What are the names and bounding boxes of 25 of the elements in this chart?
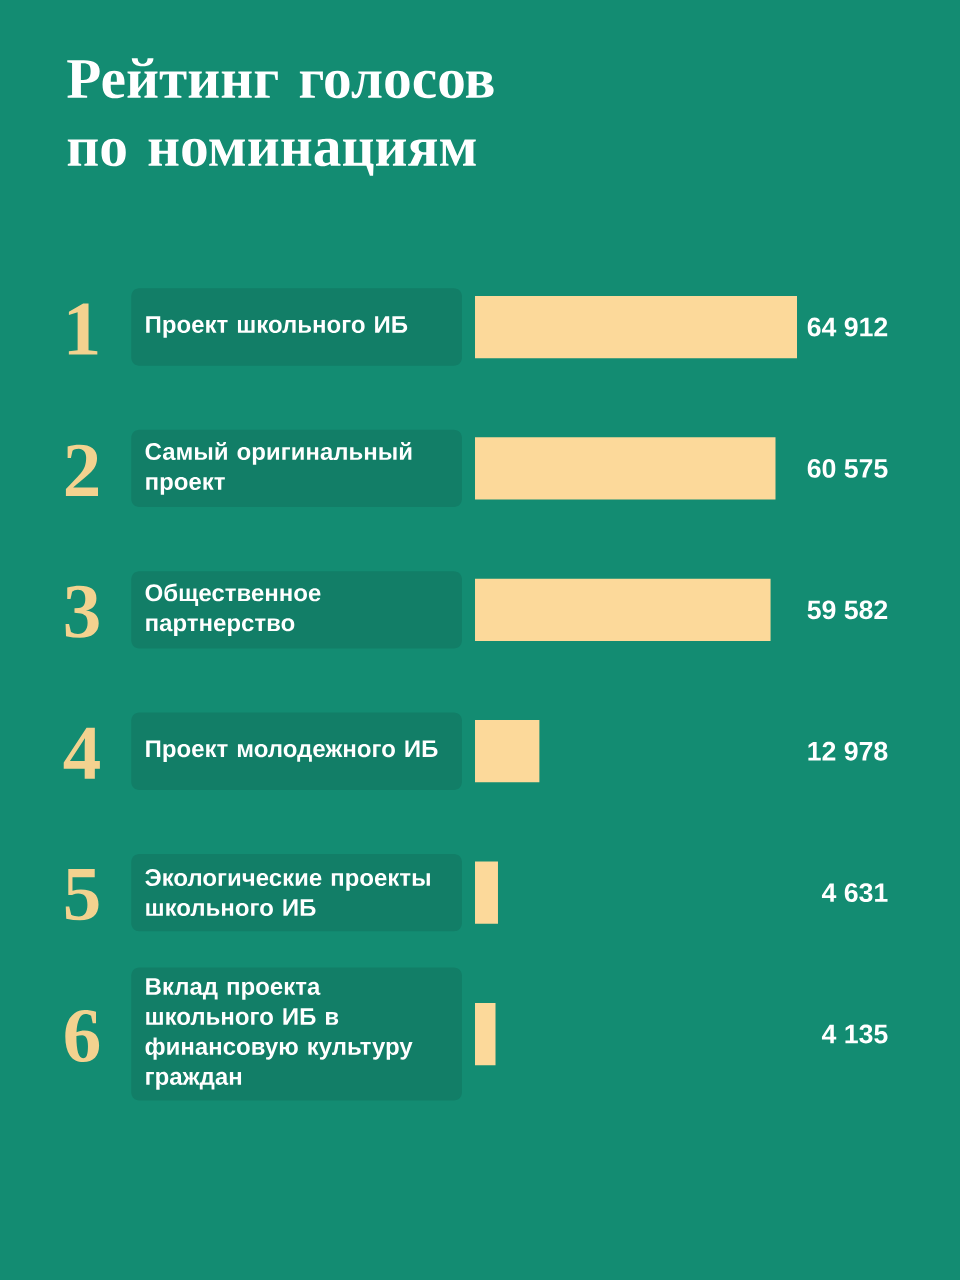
text: 3 xyxy=(65,585,99,638)
y-tick-label: Проект школьного ИБ xyxy=(146,316,408,338)
text: 2 xyxy=(65,444,99,497)
data-label: 12 978 xyxy=(808,741,888,761)
bar xyxy=(475,578,771,641)
y-tick-label: Проект молодежного ИБ xyxy=(146,740,438,762)
data-label: 4 631 xyxy=(821,883,888,903)
bar xyxy=(475,861,498,924)
data-label: 59 582 xyxy=(807,600,888,620)
bar xyxy=(475,295,798,359)
data-label: 4 135 xyxy=(821,1024,888,1044)
data-label: 64 912 xyxy=(807,317,888,337)
bar xyxy=(475,720,540,783)
bar xyxy=(475,437,776,500)
y-tick-label: Экологические проекты школьного ИБ xyxy=(145,869,430,917)
bar xyxy=(475,1002,496,1066)
text: 1 xyxy=(68,303,98,355)
y-tick-label: Вклад проекта школьного ИБ в финансовую культуру граждан xyxy=(145,978,413,1090)
text: 4 xyxy=(63,727,100,779)
y-tick-label: Общественное партнерство xyxy=(145,583,321,637)
data-label: 60 575 xyxy=(807,458,888,478)
text: 6 xyxy=(65,1010,100,1062)
y-tick-label: Самый оригинальный проект xyxy=(145,441,412,495)
chart-title: Рейтинг голосов по номинациям xyxy=(67,58,494,176)
text: 5 xyxy=(65,868,99,921)
